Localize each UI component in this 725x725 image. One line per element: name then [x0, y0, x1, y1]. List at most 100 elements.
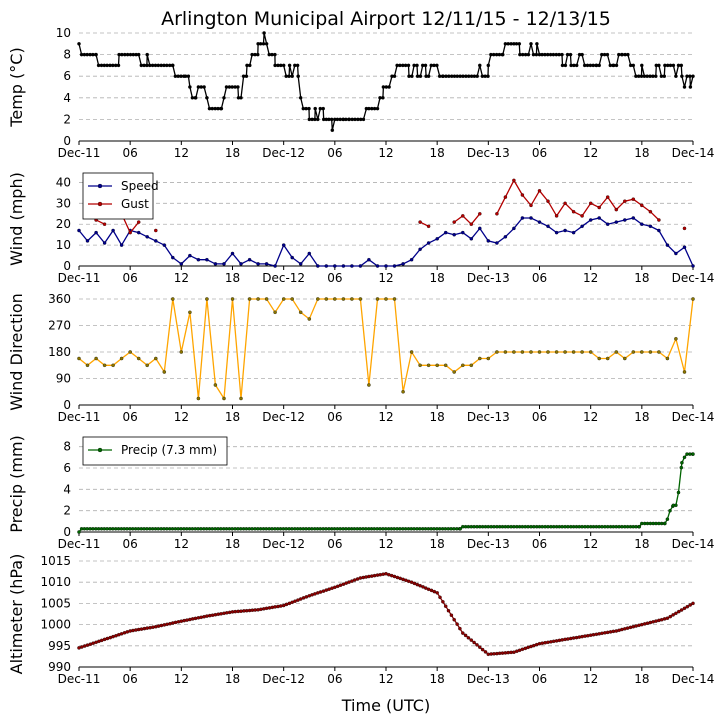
data-point — [333, 264, 337, 268]
data-point — [512, 524, 516, 529]
y-axis-label: Altimeter (hPa) — [7, 554, 26, 675]
data-point — [196, 257, 201, 262]
data-point — [99, 638, 104, 643]
data-point — [597, 632, 601, 636]
data-point — [659, 521, 664, 526]
data-point — [239, 96, 243, 100]
x-tick-label: 06 — [532, 146, 547, 160]
data-point — [392, 574, 397, 579]
data-point — [426, 587, 431, 592]
data-point — [264, 527, 269, 531]
data-point — [506, 650, 510, 655]
data-point — [626, 52, 630, 57]
data-point — [381, 96, 385, 100]
data-point — [264, 262, 269, 266]
x-tick-label: Dec-11 — [58, 271, 101, 285]
data-point — [165, 63, 169, 68]
data-point — [304, 527, 308, 531]
data-point — [662, 74, 667, 78]
data-point — [190, 96, 195, 100]
data-point — [611, 629, 616, 634]
data-point — [529, 350, 533, 354]
data-point — [418, 74, 423, 78]
data-point — [529, 42, 533, 46]
data-point — [188, 617, 192, 622]
data-point — [443, 604, 448, 608]
panel-precipitation: 0 2 4 6 8 Dec-11 06 12 18 Dec-12 06 12 18 Dec-13 06 12 1… — [7, 435, 714, 551]
data-point — [441, 600, 445, 604]
data-point — [250, 527, 254, 531]
data-point — [580, 224, 584, 229]
data-point — [332, 527, 337, 531]
y-tick-label: 0 — [63, 134, 71, 148]
data-point — [102, 363, 107, 368]
data-point — [111, 634, 115, 639]
x-tick-label: 12 — [583, 537, 598, 551]
data-point — [258, 527, 263, 531]
data-point — [432, 63, 436, 68]
y-tick-label: 40 — [56, 175, 71, 189]
data-point — [128, 629, 132, 633]
data-point — [532, 524, 536, 529]
data-point — [381, 572, 385, 576]
y-axis-label: Temp (°C) — [7, 47, 26, 127]
x-tick-label: Dec-11 — [58, 672, 101, 686]
data-point — [111, 527, 115, 531]
data-point — [571, 350, 576, 354]
data-point — [668, 614, 673, 619]
data-point — [318, 527, 323, 531]
data-point — [128, 350, 132, 354]
data-point — [452, 527, 456, 531]
data-point — [461, 230, 465, 235]
x-tick-label: 18 — [634, 271, 649, 285]
data-point — [520, 52, 525, 57]
data-point — [236, 85, 240, 89]
data-point — [435, 237, 439, 241]
data-point — [296, 74, 300, 78]
data-point — [392, 74, 397, 78]
data-point — [597, 216, 601, 220]
data-point — [318, 590, 323, 594]
data-point — [466, 636, 471, 640]
data-point — [307, 317, 312, 321]
data-point — [247, 297, 252, 301]
series-line — [78, 453, 693, 533]
data-point — [586, 633, 590, 638]
x-tick-label: 18 — [430, 271, 445, 285]
data-point — [262, 31, 266, 35]
series-line — [78, 217, 694, 267]
data-point — [91, 527, 95, 531]
x-tick-label: Dec-11 — [58, 537, 101, 551]
y-tick-label: 180 — [48, 345, 71, 359]
data-point — [378, 527, 382, 531]
data-point — [350, 264, 354, 268]
data-point — [563, 63, 568, 68]
data-point — [273, 605, 277, 609]
data-point — [591, 524, 596, 529]
y-tick-label: 10 — [56, 26, 71, 40]
data-point — [412, 63, 416, 68]
data-point — [682, 245, 687, 249]
data-point — [665, 356, 670, 361]
data-point — [466, 524, 471, 529]
data-point — [478, 645, 482, 649]
data-point — [577, 635, 582, 639]
data-point — [486, 356, 491, 361]
data-point — [438, 595, 442, 600]
data-point — [566, 637, 570, 641]
panel-wind: 0 10 20 30 40 Dec-11 06 12 18 Dec-12 06 12 18 Dec-13 0… — [7, 172, 714, 285]
data-point — [648, 224, 653, 229]
data-point — [437, 527, 442, 531]
data-point — [520, 216, 525, 220]
x-tick-label: 12 — [378, 271, 393, 285]
data-point — [179, 74, 183, 78]
data-point — [634, 524, 638, 529]
data-point — [384, 264, 388, 268]
data-point — [171, 63, 175, 68]
data-point — [571, 636, 576, 640]
data-point — [654, 619, 658, 623]
data-point — [469, 237, 474, 241]
data-point — [150, 527, 155, 531]
data-point — [313, 117, 317, 122]
